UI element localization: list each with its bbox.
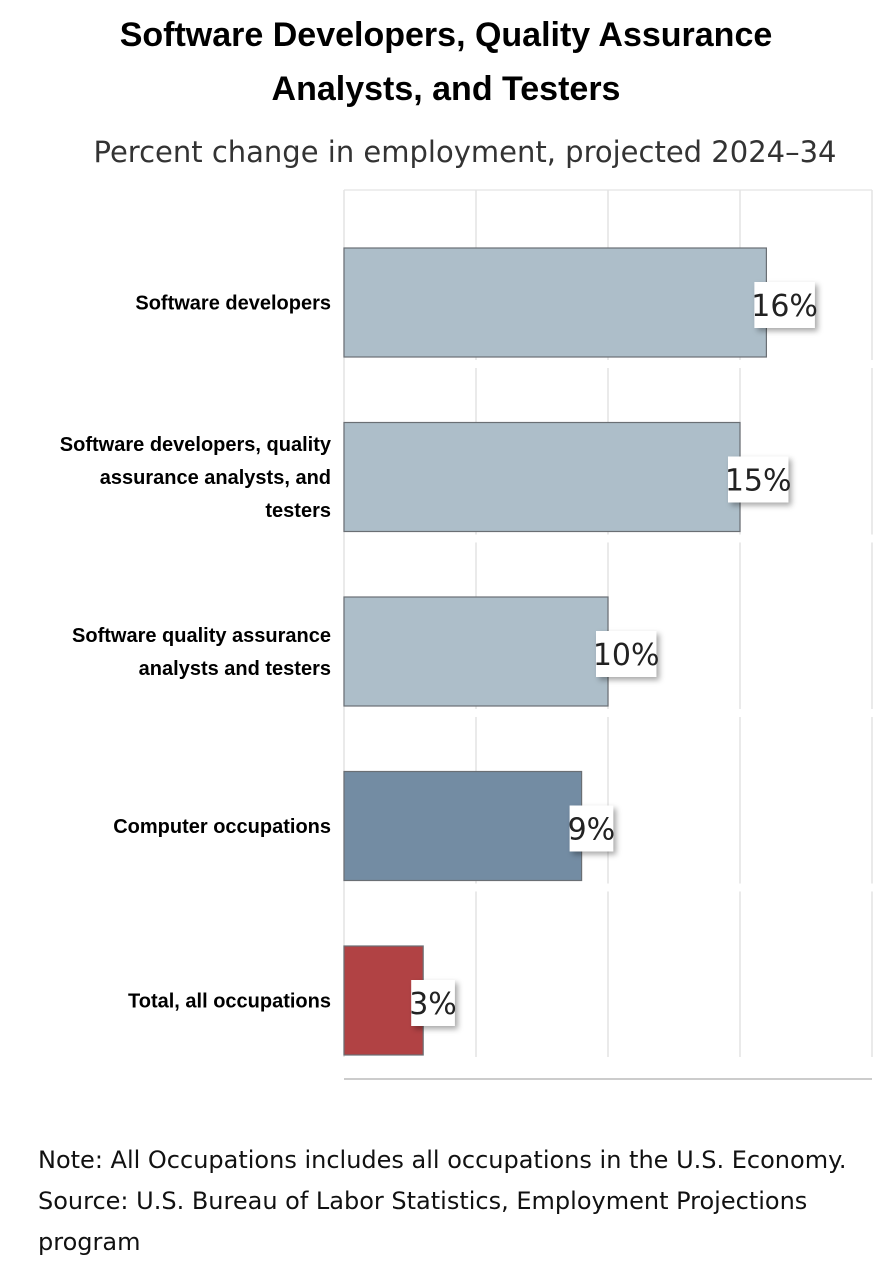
category-label: Total, all occupations (128, 991, 331, 1013)
data-label: 3% (409, 987, 457, 1022)
source-text: Source: U.S. Bureau of Labor Statistics,… (38, 1187, 808, 1256)
chart-subtitle: Percent change in employment, projected … (93, 135, 837, 169)
band-separator (346, 709, 874, 717)
note-text: Note: All Occupations includes all occup… (38, 1146, 847, 1174)
data-label: 16% (751, 289, 818, 324)
category-label: Software quality assurance analysts and t… (72, 625, 331, 680)
data-labels: 16% 15% 10% 9% 3% (409, 282, 818, 1026)
data-label: 10% (593, 638, 660, 673)
band-separator (346, 534, 874, 543)
data-label-box (411, 980, 455, 1026)
data-label: 9% (568, 813, 616, 848)
band-separator (346, 360, 874, 368)
category-labels: Software developers Software developers, … (60, 293, 332, 1013)
data-label-box (728, 456, 789, 503)
band-separator (346, 883, 874, 892)
bar-chart: Software developers Software developers, … (60, 189, 874, 1080)
bars (343, 247, 767, 1056)
data-label-box (754, 282, 815, 328)
chart-title-line-2: Analysts, and Testers (271, 70, 621, 108)
chart-title: Software Developers, Quality Assurance A… (0, 8, 892, 116)
data-label: 15% (725, 464, 792, 499)
bar (343, 247, 767, 358)
data-label-box (569, 805, 614, 852)
category-label: Software developers, quality assurance an… (60, 434, 332, 522)
bar (343, 421, 741, 533)
bar (343, 770, 583, 882)
chart-title-line-1: Software Developers, Quality Assurance (119, 16, 773, 54)
bar (343, 945, 424, 1056)
chart-notes: Note: All Occupations includes all occup… (38, 1140, 878, 1263)
category-label: Computer occupations (113, 816, 331, 838)
bar (343, 596, 609, 707)
data-label-box (596, 631, 657, 677)
category-label: Software developers (135, 293, 331, 315)
